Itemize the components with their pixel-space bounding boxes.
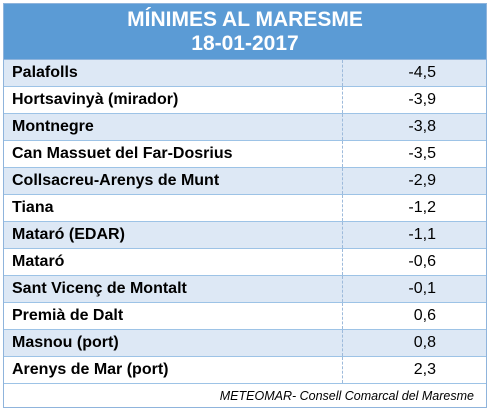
table-row: Collsacreu-Arenys de Munt -2,9	[4, 168, 486, 195]
station-name: Can Massuet del Far-Dosrius	[4, 141, 343, 167]
min-temperature: -3,9	[408, 91, 436, 108]
station-name: Premià de Dalt	[4, 303, 343, 329]
station-name: Collsacreu-Arenys de Munt	[4, 168, 343, 194]
table-body: Palafolls -4,5 Hortsavinyà (mirador) -3,…	[4, 60, 486, 384]
min-temperature: -0,1	[408, 280, 436, 297]
table-row: Masnou (port) 0,8	[4, 330, 486, 357]
station-name: Montnegre	[4, 114, 343, 140]
table-row: Arenys de Mar (port) 2,3	[4, 357, 486, 384]
station-name: Arenys de Mar (port)	[4, 357, 343, 383]
table-row: Hortsavinyà (mirador) -3,9	[4, 87, 486, 114]
min-temperature: -3,5	[408, 145, 436, 162]
station-name: Tiana	[4, 195, 343, 221]
min-temperature: -2,9	[408, 172, 436, 189]
min-temperature: -1,2	[408, 199, 436, 216]
min-temperature: -4,5	[408, 64, 436, 81]
table-header: MÍNIMES AL MARESME 18-01-2017	[4, 4, 486, 60]
station-name: Masnou (port)	[4, 330, 343, 356]
station-name: Hortsavinyà (mirador)	[4, 87, 343, 113]
table-date: 18-01-2017	[191, 31, 299, 55]
table-row: Montnegre -3,8	[4, 114, 486, 141]
min-temperature: 0,6	[413, 307, 436, 324]
source-credit: METEOMAR- Consell Comarcal del Maresme	[219, 388, 474, 403]
min-temperature: 0,8	[413, 334, 436, 351]
table-row: Premià de Dalt 0,6	[4, 303, 486, 330]
table-row: Can Massuet del Far-Dosrius -3,5	[4, 141, 486, 168]
table-row: Mataró (EDAR) -1,1	[4, 222, 486, 249]
station-name: Mataró	[4, 249, 343, 275]
station-name: Palafolls	[4, 60, 343, 86]
table-row: Tiana -1,2	[4, 195, 486, 222]
table-footer: METEOMAR- Consell Comarcal del Maresme	[4, 384, 486, 407]
min-temperature: 2,3	[413, 361, 436, 378]
min-temperature: -0,6	[408, 253, 436, 270]
table-row: Mataró -0,6	[4, 249, 486, 276]
station-name: Sant Vicenç de Montalt	[4, 276, 343, 302]
min-temperature: -1,1	[408, 226, 436, 243]
table-title: MÍNIMES AL MARESME	[127, 7, 363, 31]
station-name: Mataró (EDAR)	[4, 222, 343, 248]
temperature-table: MÍNIMES AL MARESME 18-01-2017 Palafolls …	[3, 3, 487, 408]
table-row: Palafolls -4,5	[4, 60, 486, 87]
min-temperature: -3,8	[408, 118, 436, 135]
table-row: Sant Vicenç de Montalt -0,1	[4, 276, 486, 303]
